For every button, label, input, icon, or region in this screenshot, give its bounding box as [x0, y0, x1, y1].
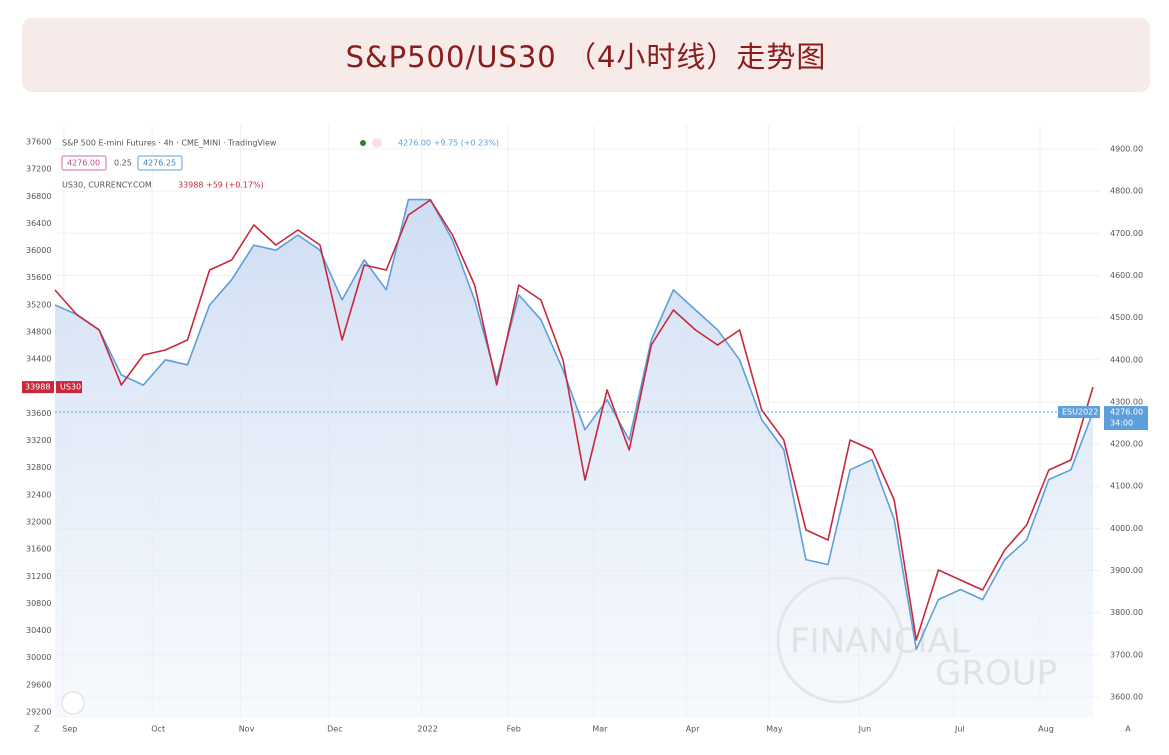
y-tick-label: 30000 — [26, 653, 51, 662]
y2-tick-label: 4500.00 — [1110, 313, 1143, 322]
y-tick-label: 36000 — [26, 246, 51, 255]
y-tick-label: 33600 — [26, 409, 51, 418]
scroll-button[interactable] — [61, 691, 85, 715]
y2-tick-label: 3900.00 — [1110, 566, 1143, 575]
price-tag-text: 33988 — [25, 383, 50, 392]
legend-quote: 4276.00 +9.75 (+0.23%) — [398, 139, 499, 148]
x-tick-label: Jun — [858, 725, 872, 734]
legend-quote: 33988 +59 (+0.17%) — [178, 181, 264, 190]
line — [54, 198, 1094, 651]
y-tick-label: 37600 — [26, 138, 51, 147]
y-tick-label: 35200 — [26, 300, 51, 309]
legend-box-text: 4276.00 — [67, 159, 100, 168]
status-dot — [360, 140, 366, 146]
area — [55, 199, 1093, 719]
axis-button[interactable]: Z — [34, 725, 40, 734]
x-tick-label: 2022 — [417, 725, 437, 734]
legend-box-text: 4276.25 — [143, 159, 176, 168]
y2-tick-label: 3700.00 — [1110, 650, 1143, 659]
y-tick-label: 30400 — [26, 626, 51, 635]
y-tick-label: 34800 — [26, 328, 51, 337]
x-tick-label: Oct — [151, 725, 165, 734]
price-tag — [56, 381, 82, 394]
y2-tick-label: 4800.00 — [1110, 187, 1143, 196]
header-title: S&P500/US30 （4小时线）走势图 — [345, 40, 827, 74]
status-dot — [372, 138, 382, 148]
y-tick-label: 30800 — [26, 599, 51, 608]
y-tick-label: 29200 — [26, 708, 51, 717]
y-tick-label: 32400 — [26, 490, 51, 499]
x-tick-label: Mar — [592, 725, 608, 734]
x-tick-label: Sep — [62, 725, 77, 734]
y2-tick-label: 4200.00 — [1110, 440, 1143, 449]
watermark-logo — [776, 576, 904, 704]
y2-tick-label: 4100.00 — [1110, 482, 1143, 491]
legend-series-name: US30, CURRENCY.COM — [62, 181, 152, 190]
x-tick-label: Jul — [954, 725, 965, 734]
y2-tick-label: 4300.00 — [1110, 397, 1143, 406]
y-tick-label: 34400 — [26, 355, 51, 364]
x-tick-label: Aug — [1038, 725, 1054, 734]
price-tag — [1058, 406, 1100, 419]
price-tag-text: US30 — [60, 383, 81, 392]
axis-button[interactable]: A — [1125, 725, 1131, 734]
price-tag-text: ESU2022 — [1062, 408, 1098, 417]
x-tick-label: Apr — [686, 725, 701, 734]
price-tag — [1104, 406, 1148, 431]
y-tick-label: 31600 — [26, 545, 51, 554]
y-tick-label: 33200 — [26, 436, 51, 445]
x-tick-label: Dec — [327, 725, 342, 734]
price-tag-text: 34:00 — [1110, 419, 1133, 428]
y2-tick-label: 4900.00 — [1110, 145, 1143, 154]
price-tag — [22, 381, 54, 394]
y2-tick-label: 3600.00 — [1110, 693, 1143, 702]
legend-series-name: S&P 500 E-mini Futures · 4h · CME_MINI ·… — [62, 139, 277, 148]
y-tick-label: 29600 — [26, 680, 51, 689]
legend-box — [137, 155, 183, 171]
legend-box-text: 0.25 — [114, 159, 132, 168]
y-tick-label: 35600 — [26, 273, 51, 282]
x-tick-label: May — [766, 725, 783, 734]
y2-tick-label: 4600.00 — [1110, 271, 1143, 280]
y-tick-label: 36800 — [26, 192, 51, 201]
watermark: GROUP — [935, 654, 1057, 694]
y-tick-label: 36400 — [26, 219, 51, 228]
watermark: FINANCIAL — [790, 622, 970, 662]
line — [54, 199, 1094, 641]
y-tick-label: 32800 — [26, 463, 51, 472]
y2-tick-label: 4700.00 — [1110, 229, 1143, 238]
header-banner: S&P500/US30 （4小时线）走势图 — [22, 18, 1150, 92]
x-tick-label: Nov — [239, 725, 255, 734]
y2-tick-label: 4000.00 — [1110, 524, 1143, 533]
price-tag-text: 4276.00 — [1110, 408, 1143, 417]
x-tick-label: Feb — [507, 725, 521, 734]
legend-box — [61, 155, 107, 171]
y2-tick-label: 3800.00 — [1110, 608, 1143, 617]
y-tick-label: 32000 — [26, 518, 51, 527]
y-tick-label: 31200 — [26, 572, 51, 581]
y2-tick-label: 4400.00 — [1110, 355, 1143, 364]
y-tick-label: 37200 — [26, 165, 51, 174]
